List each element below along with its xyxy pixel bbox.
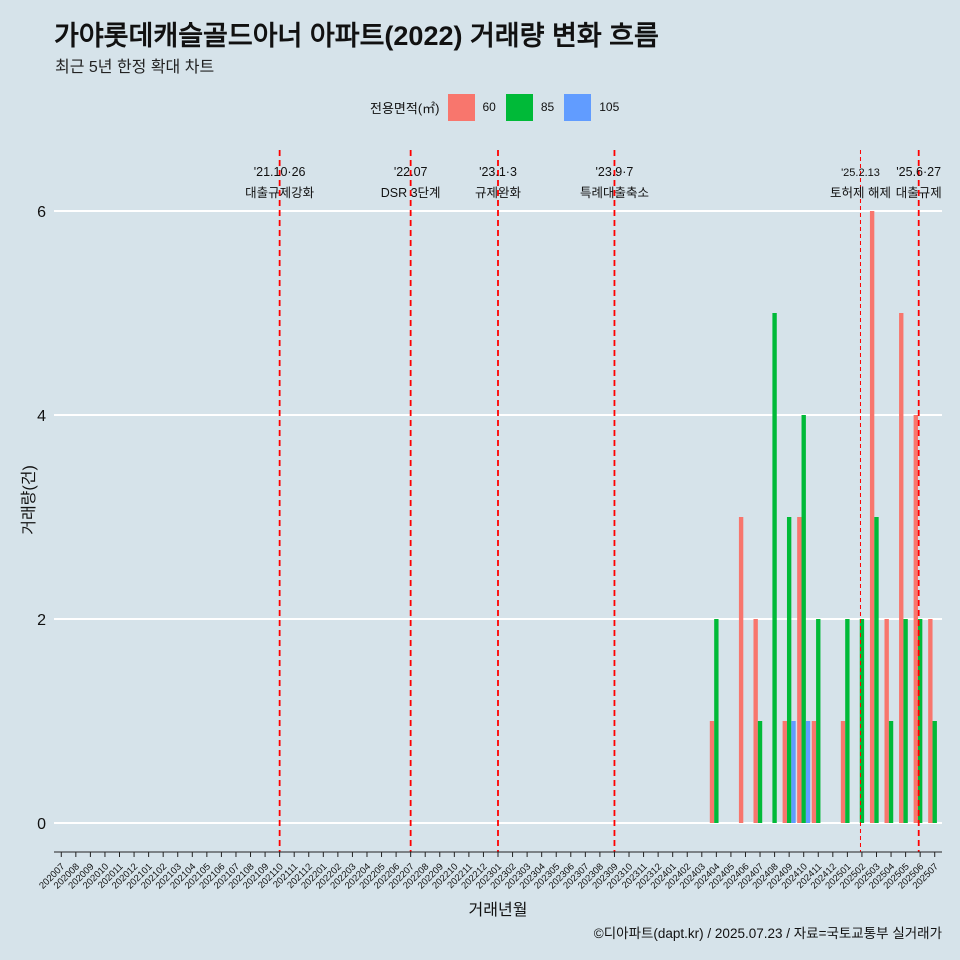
bar-60-202507: [928, 619, 933, 823]
bar-85-202411: [816, 619, 821, 823]
bar-60-202501: [840, 721, 846, 823]
y-tick-label: 2: [37, 612, 46, 629]
event-label-1: DSR 3단계: [381, 186, 441, 200]
bar-85-202408: [772, 313, 777, 823]
event-label-2: 규제완화: [475, 186, 522, 200]
bar-85-202507: [932, 721, 937, 823]
bar-85-202501: [845, 619, 850, 823]
bar-85-202409: [786, 517, 792, 823]
legend-key-60: [447, 93, 475, 121]
chart-subtitle: 최근 5년 한정 확대 차트: [55, 59, 215, 76]
chart-title: 가야롯데캐슬골드아너 아파트(2022) 거래량 변화 흐름: [54, 21, 659, 51]
bar-105-202410: [805, 721, 811, 823]
legend-label-60: 60: [482, 100, 496, 114]
bar-85-202503: [874, 517, 879, 823]
legend: 전용면적(㎡) 60 85 105: [370, 93, 629, 121]
bar-60-202410: [797, 517, 802, 823]
y-tick-label: 4: [37, 408, 46, 425]
bar-85-202506: [917, 619, 923, 823]
bar-85-202502: [859, 619, 865, 823]
bar-105-202409: [791, 721, 796, 823]
legend-key-85: [505, 93, 533, 121]
event-date-3: '23.9·7: [596, 165, 634, 179]
bar-60-202504: [884, 619, 889, 823]
event-label-4: 토허제 해제: [830, 186, 891, 200]
bar-60-202404: [709, 721, 715, 823]
bar-85-202407: [757, 721, 763, 823]
bar-60-202505: [899, 313, 904, 823]
bar-85-202505: [903, 619, 908, 823]
legend-label-105: 105: [599, 100, 620, 114]
bar-85-202504: [888, 721, 894, 823]
y-tick-label: 6: [37, 204, 46, 221]
event-date-1: '22.07: [394, 165, 428, 179]
bar-60-202503: [869, 211, 875, 823]
x-axis-title: 거래년월: [469, 901, 528, 919]
bar-85-202404: [714, 619, 719, 823]
event-date-5: '25.6·27: [896, 165, 941, 179]
event-label-5: 대출규제: [896, 186, 942, 200]
event-date-2: '23.1·3: [479, 165, 517, 179]
bar-60-202407: [753, 619, 758, 823]
bar-85-202410: [801, 415, 806, 823]
y-tick-label: 0: [37, 816, 46, 833]
event-label-3: 특례대출축소: [580, 186, 649, 200]
bar-60-202406: [738, 517, 744, 823]
event-date-0: '21.10·26: [254, 165, 306, 179]
bar-60-202411: [811, 721, 817, 823]
event-label-0: 대출규제강화: [245, 186, 315, 200]
legend-label-85: 85: [540, 100, 555, 114]
event-date-4: '25.2.13: [841, 167, 880, 179]
y-axis-title: 거래량(건): [20, 465, 38, 535]
legend-title: 전용면적(㎡): [370, 100, 440, 116]
bar-60-202409: [782, 721, 787, 823]
legend-key-105: [564, 93, 592, 121]
source-caption: ©디아파트(dapt.kr) / 2025.07.23 / 자료=국토교통부 실…: [593, 926, 942, 941]
bar-60-202506: [913, 415, 918, 823]
